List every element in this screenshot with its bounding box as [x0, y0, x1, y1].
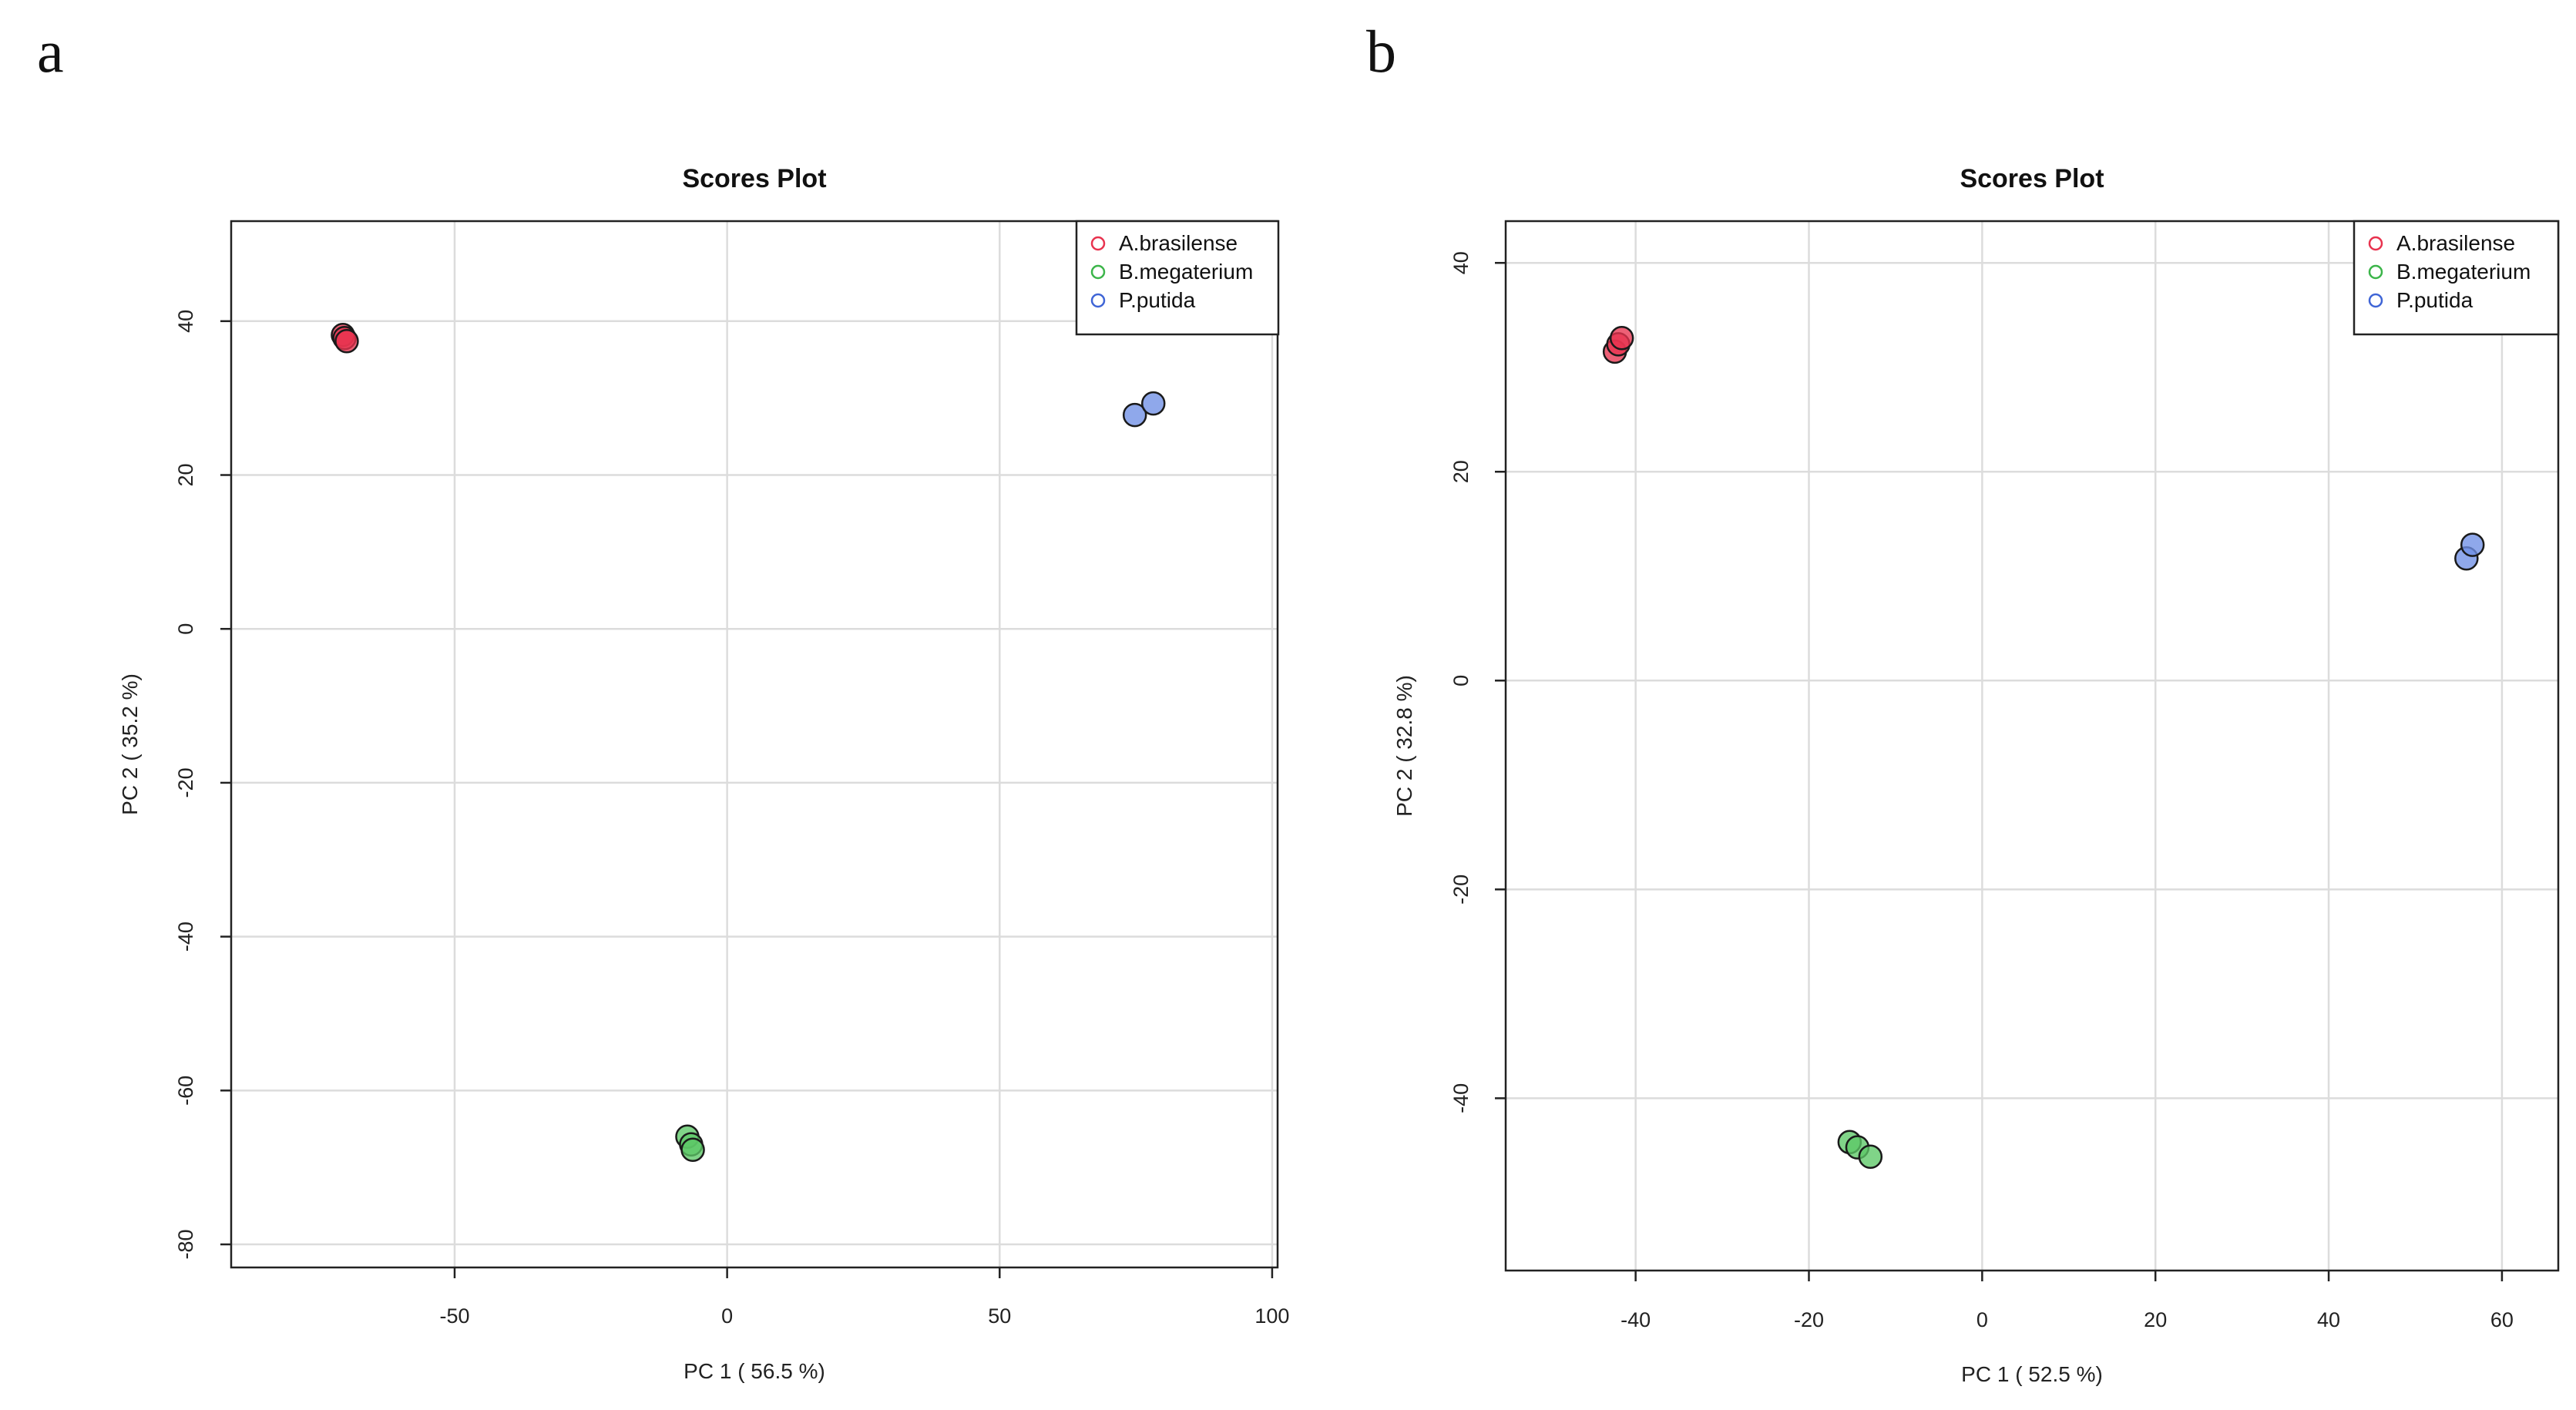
scores-plot-b: -40 -20 0 20 40 60 -40 -20 0 20 40 Scores Plot PC 1 … — [1392, 164, 2560, 1386]
y-tick-label: 20 — [1449, 460, 1473, 483]
data-point-p-putida — [2460, 532, 2485, 557]
legend-entry: A.brasilense — [2396, 231, 2515, 255]
x-tick-label: 50 — [988, 1304, 1011, 1328]
y-tick-label: 0 — [1449, 675, 1473, 687]
y-tick-label: -40 — [1449, 1083, 1473, 1113]
x-axis-label: PC 1 ( 52.5 %) — [1961, 1362, 2103, 1386]
legend-marker — [2368, 293, 2383, 308]
legend-entry: B.megaterium — [2396, 260, 2531, 284]
data-point-p-putida — [1122, 402, 1147, 428]
y-tick-label: -20 — [1449, 875, 1473, 905]
panel-label-b: b — [1366, 18, 1396, 85]
y-tick-label: -80 — [174, 1230, 197, 1260]
y-tick-label: -40 — [174, 922, 197, 952]
legend-box — [2353, 220, 2560, 336]
legend-entry: A.brasilense — [1119, 231, 1238, 255]
x-tick-label: 20 — [2144, 1308, 2167, 1331]
x-tick-label: 60 — [2490, 1308, 2514, 1331]
legend-box — [1075, 220, 1280, 336]
legend-entry: P.putida — [2396, 288, 2474, 312]
x-tick-label: -50 — [439, 1304, 469, 1328]
y-tick-label: -60 — [174, 1076, 197, 1106]
y-tick-label: 20 — [174, 463, 197, 486]
legend-marker — [2368, 264, 2383, 280]
data-point-a-brasilense — [334, 329, 359, 354]
data-point-b-megaterium — [680, 1137, 705, 1162]
chart-title: Scores Plot — [1960, 164, 2104, 193]
legend-marker — [1090, 293, 1106, 308]
y-tick-label: -20 — [174, 767, 197, 797]
legend-marker — [1090, 236, 1106, 251]
y-axis-label: PC 2 ( 35.2 %) — [118, 673, 142, 815]
data-point-a-brasilense — [1609, 326, 1634, 351]
legend: A.brasilense B.megaterium P.putida — [2353, 220, 2560, 336]
legend-entry: P.putida — [1119, 288, 1196, 312]
scores-plot-a: -50 0 50 100 -80 -60 -40 -20 0 20 40 Scores Plot PC … — [118, 164, 1289, 1383]
x-axis-label: PC 1 ( 56.5 %) — [683, 1359, 825, 1383]
y-tick-label: 0 — [174, 623, 197, 635]
data-point-b-megaterium — [1858, 1144, 1883, 1170]
legend-entry: B.megaterium — [1119, 260, 1253, 284]
x-tick-label: -20 — [1794, 1308, 1824, 1331]
legend: A.brasilense B.megaterium P.putida — [1075, 220, 1280, 336]
x-tick-label: 0 — [721, 1304, 733, 1328]
legend-marker — [1090, 264, 1106, 280]
x-tick-label: 0 — [1977, 1308, 1988, 1331]
plot-frame — [1504, 220, 2560, 1272]
x-tick-label: 40 — [2317, 1308, 2340, 1331]
x-tick-label: 100 — [1254, 1304, 1289, 1328]
y-tick-label: 40 — [174, 310, 197, 333]
data-point-p-putida — [1140, 391, 1166, 416]
legend-marker — [2368, 236, 2383, 251]
x-tick-label: -40 — [1620, 1308, 1651, 1331]
y-axis-label: PC 2 ( 32.8 %) — [1392, 675, 1416, 817]
plot-frame — [230, 220, 1279, 1269]
y-tick-label: 40 — [1449, 251, 1473, 274]
panel-label-a: a — [37, 18, 64, 85]
chart-title: Scores Plot — [682, 164, 826, 193]
